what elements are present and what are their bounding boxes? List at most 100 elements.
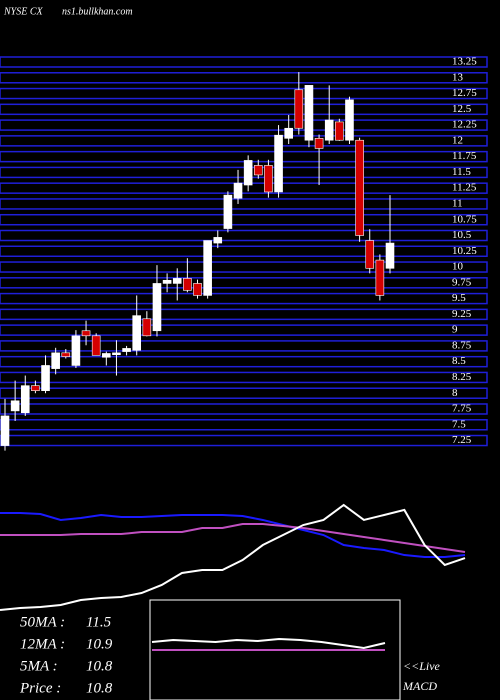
candle-body <box>122 348 131 352</box>
y-tick-label: 11.25 <box>452 182 477 194</box>
grid-line <box>0 261 488 273</box>
y-tick-label: 10 <box>452 261 464 273</box>
stat-label: 5MA : <box>20 658 58 674</box>
indicator-line <box>0 523 466 553</box>
candle-body <box>213 237 223 244</box>
grid-line <box>0 292 488 305</box>
candle-body <box>102 353 111 358</box>
candle-body <box>203 240 212 296</box>
stat-value: 10.8 <box>86 680 113 696</box>
stat-value: 10.9 <box>86 636 113 652</box>
y-tick-label: 12.5 <box>452 103 472 115</box>
y-tick-label: 7.5 <box>452 418 466 430</box>
candle-body <box>31 385 40 391</box>
y-tick-label: 11.75 <box>452 150 477 162</box>
chart-title: NYSE CX <box>3 6 44 17</box>
grid-line <box>0 277 488 289</box>
stat-value: 10.8 <box>86 658 113 674</box>
candle-body <box>314 138 324 149</box>
candle-body <box>61 352 71 357</box>
candle-body <box>243 160 253 186</box>
candle-body <box>183 278 192 291</box>
y-tick-label: 7.75 <box>452 403 472 415</box>
candle-body <box>132 315 142 351</box>
candle-body <box>365 240 375 269</box>
y-tick-label: 12.25 <box>452 119 477 131</box>
candle-body <box>162 279 172 284</box>
stat-value: 11.5 <box>86 614 112 630</box>
candle-body <box>304 85 314 141</box>
candle-body <box>142 318 152 337</box>
grid-line <box>0 245 488 258</box>
candle-body <box>51 352 60 369</box>
y-tick-label: 10.5 <box>452 229 472 241</box>
macd-subtitle: MACD <box>402 679 437 693</box>
candle-body <box>274 134 283 193</box>
candle-body <box>284 127 293 139</box>
grid-line <box>0 324 488 336</box>
candle-body <box>253 165 263 176</box>
grid-line <box>0 103 488 116</box>
grid-line <box>0 72 488 84</box>
grid-line <box>0 56 488 68</box>
candle-body <box>324 119 334 141</box>
y-tick-label: 13.25 <box>452 56 477 68</box>
candle-body <box>335 121 344 141</box>
y-tick-label: 12 <box>452 134 463 146</box>
grid-line <box>0 340 488 352</box>
candle-body <box>152 283 162 332</box>
candle-body <box>345 99 354 141</box>
grid-line <box>0 213 488 226</box>
grid-line <box>0 229 488 242</box>
grid-line <box>0 87 488 100</box>
y-tick-label: 8.5 <box>452 355 466 367</box>
y-tick-label: 9.5 <box>452 292 466 304</box>
y-tick-label: 10.75 <box>452 213 477 225</box>
y-tick-label: 9.75 <box>452 276 472 288</box>
y-tick-label: 8.25 <box>452 371 472 383</box>
y-tick-label: 8.75 <box>452 339 472 351</box>
grid-line <box>0 198 488 210</box>
grid-line <box>0 182 488 194</box>
grid-line <box>0 403 488 415</box>
grid-line <box>0 308 488 321</box>
candle-body <box>233 182 243 199</box>
candle-body <box>10 400 20 412</box>
candle-body <box>264 165 273 193</box>
candle-body <box>41 365 50 391</box>
y-tick-label: 9.25 <box>452 308 472 320</box>
candle-body <box>294 89 304 129</box>
y-tick-label: 11.5 <box>452 166 471 178</box>
candle-body <box>385 242 395 269</box>
grid-line <box>0 166 488 179</box>
candle-body <box>91 335 101 356</box>
candle-body <box>172 278 182 284</box>
candle-body <box>0 415 10 446</box>
candle-body <box>223 194 233 229</box>
y-tick-label: 11 <box>452 197 463 209</box>
grid-line <box>0 387 488 399</box>
chart-subtitle: ns1.bullkhan.com <box>62 6 133 17</box>
stat-label: 50MA : <box>20 614 65 630</box>
y-tick-label: 7.25 <box>452 434 472 446</box>
candle-body <box>355 139 364 236</box>
candle-body <box>375 259 385 296</box>
candle-body <box>81 330 91 337</box>
grid-line <box>0 119 488 131</box>
y-tick-label: 12.75 <box>452 87 477 99</box>
candle-body <box>112 352 121 356</box>
stat-label: 12MA : <box>20 636 65 652</box>
stat-label: Price : <box>19 680 61 696</box>
grid-line <box>0 419 488 431</box>
y-tick-label: 8 <box>452 387 458 399</box>
grid-line <box>0 355 488 368</box>
y-tick-label: 10.25 <box>452 245 477 257</box>
candle-body <box>193 283 202 296</box>
indicator-line <box>0 512 466 559</box>
grid-line <box>0 371 488 384</box>
grid-line <box>0 150 488 163</box>
grid-line <box>0 434 488 447</box>
y-tick-label: 9 <box>452 324 458 336</box>
candle-body <box>71 335 81 366</box>
